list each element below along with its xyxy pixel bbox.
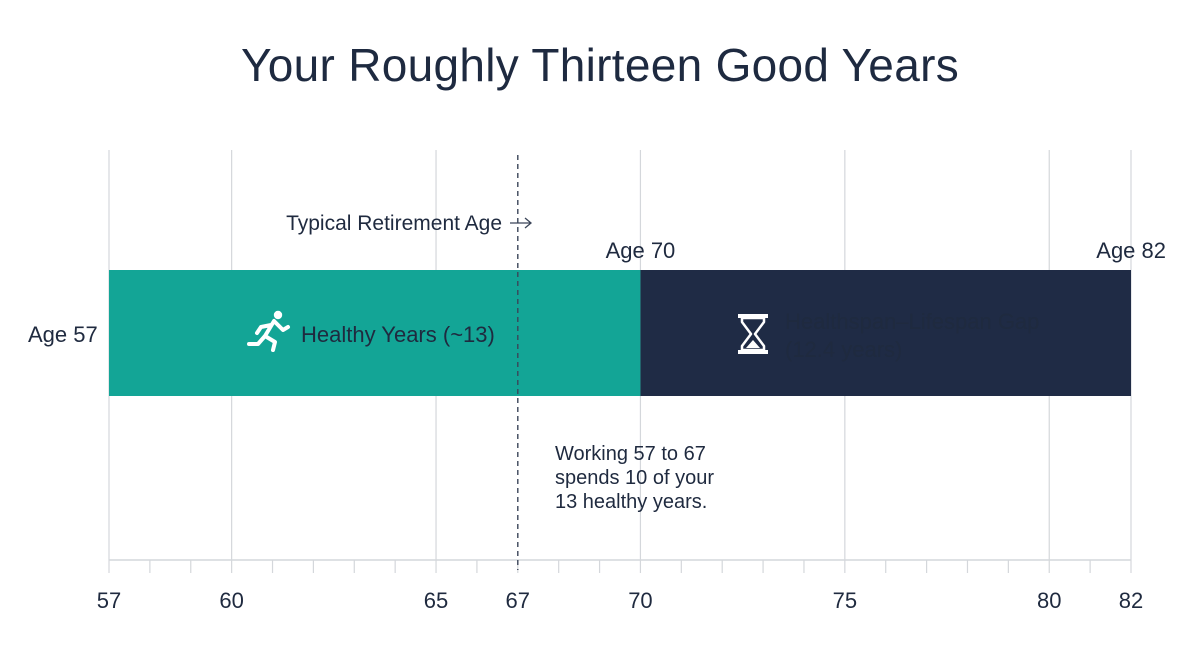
start-age-label: Age 57	[28, 322, 98, 347]
gap-label-line1: Healthspan–Lifespan Gap	[785, 309, 1039, 334]
marker-label: Age 70	[606, 238, 676, 263]
hourglass-glass	[740, 316, 766, 352]
x-tick-label: 75	[833, 588, 857, 613]
gap-bar	[640, 270, 1131, 396]
healthy-years-bar	[109, 270, 641, 396]
bar-layer: Healthy Years (~13) Healthspan–Lifespan G…	[109, 270, 1131, 396]
x-tick-label: 60	[219, 588, 243, 613]
x-tick-label: 65	[424, 588, 448, 613]
x-tick-label: 67	[506, 588, 530, 613]
retirement-note-line: 13 healthy years.	[555, 491, 707, 513]
runner-icon	[247, 310, 290, 352]
hourglass-top	[738, 314, 768, 318]
retirement-label: Typical Retirement Age	[286, 212, 502, 235]
runner-head	[273, 310, 283, 320]
runner-body	[247, 319, 290, 352]
annotation-layer: Age 57 Age 70 Age 82 Typical Retirement Age…	[28, 155, 1166, 570]
retirement-note-line: spends 10 of your	[555, 467, 714, 489]
marker-label: Age 82	[1096, 238, 1166, 263]
retirement-note-line: Working 57 to 67	[555, 443, 706, 465]
axis-layer: 57 60 65 67 70 75 80 82	[97, 559, 1143, 613]
chart-title: Your Roughly Thirteen Good Years	[241, 39, 959, 91]
hourglass-icon	[738, 314, 768, 354]
x-tick-label: 80	[1037, 588, 1061, 613]
hourglass-sand	[746, 340, 760, 348]
x-tick-label: 70	[628, 588, 652, 613]
x-tick-label: 57	[97, 588, 121, 613]
x-tick-label: 82	[1119, 588, 1143, 613]
healthy-years-label: Healthy Years (~13)	[301, 322, 495, 347]
gap-label-line2: (12.4 years)	[785, 337, 902, 362]
arrow-right-icon	[510, 217, 533, 229]
hourglass-bottom	[738, 350, 768, 354]
